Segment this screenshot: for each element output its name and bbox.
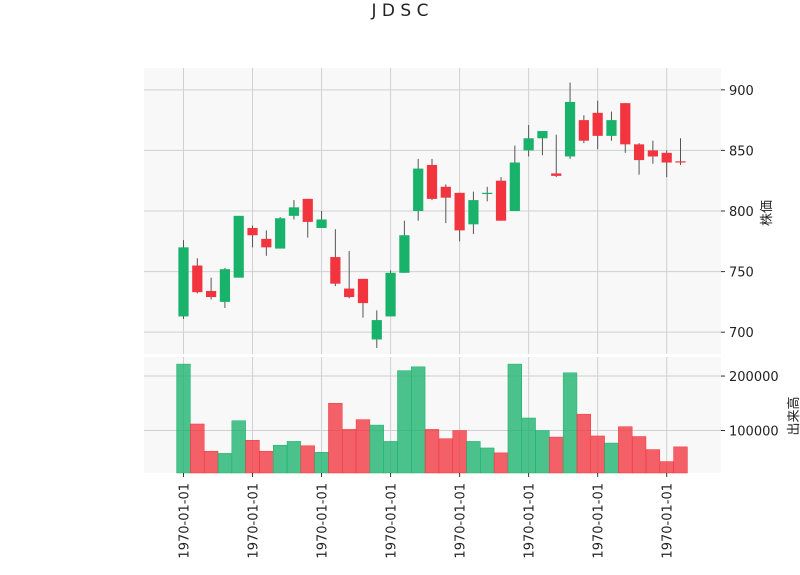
candle-body <box>495 180 507 221</box>
volume-bar <box>604 442 619 474</box>
volume-bar <box>645 449 661 474</box>
volume-bars <box>176 363 688 474</box>
volume-bar <box>507 363 522 474</box>
candle-body <box>454 192 465 231</box>
volume-bar <box>369 424 384 474</box>
volume-bar <box>190 423 205 474</box>
candle-body <box>357 278 369 304</box>
volume-bar <box>424 429 440 474</box>
volume-bar <box>286 441 302 474</box>
volume-bar <box>562 372 578 474</box>
volume-bar <box>438 438 453 474</box>
candle-body <box>537 131 548 139</box>
volume-bar <box>300 445 315 474</box>
volume-bar <box>521 417 536 474</box>
volume-bar <box>397 370 412 474</box>
candle-body <box>578 120 589 141</box>
candle-body <box>551 173 562 176</box>
candle-body <box>206 290 217 298</box>
candle-body <box>233 215 244 278</box>
candle-body <box>302 198 313 222</box>
x-tick-label: 1970-01-01 <box>247 483 262 559</box>
candle-body <box>620 103 631 145</box>
x-tick-label: 1970-01-01 <box>454 483 469 559</box>
price-tick-label: 700 <box>729 326 754 341</box>
candle-body <box>426 164 438 199</box>
candle-body <box>261 238 272 248</box>
candle-body <box>288 207 300 216</box>
volume-bar <box>383 441 398 474</box>
volume-tick-label: 100000 <box>729 425 779 440</box>
candle-body <box>482 192 493 195</box>
candle-body <box>675 161 686 163</box>
volume-bar <box>328 403 343 474</box>
candle-body <box>592 112 603 136</box>
candle-body <box>178 247 189 317</box>
candle-body <box>344 288 355 298</box>
volume-bar <box>355 419 371 474</box>
candle-body <box>509 162 520 211</box>
candle-body <box>661 152 672 163</box>
volume-bar <box>673 446 688 474</box>
volume-bar <box>480 447 495 474</box>
x-tick-label: 1970-01-01 <box>385 483 400 559</box>
volume-bar <box>272 444 288 474</box>
volume-bar <box>549 436 564 474</box>
price-tick-label: 900 <box>729 84 754 99</box>
x-tick-label: 1970-01-01 <box>592 483 607 559</box>
candle-body <box>468 200 479 225</box>
volume-bar <box>217 453 233 474</box>
volume-axis-label: 出来高 <box>786 396 800 435</box>
volume-bar <box>590 435 605 474</box>
x-tick-label: 1970-01-01 <box>316 483 331 559</box>
candlesticks <box>178 82 686 348</box>
x-axis-ticks: 1970-01-01 1970-01-01 1970-01-01 1970-01-01… <box>178 473 676 559</box>
candle-body <box>647 150 658 157</box>
volume-bar <box>576 413 592 474</box>
candle-body <box>192 265 203 293</box>
candle-body <box>564 101 576 157</box>
volume-bar <box>466 441 481 474</box>
volume-bar <box>535 430 550 474</box>
volume-bar <box>452 430 467 474</box>
x-tick-label: 1970-01-01 <box>523 483 538 559</box>
volume-bar <box>231 420 246 474</box>
candle-body <box>440 186 451 198</box>
candle-body <box>385 272 396 317</box>
x-tick-label: 1970-01-01 <box>661 483 676 559</box>
volume-bar <box>659 461 674 474</box>
price-tick-label: 750 <box>729 266 754 281</box>
candle-body <box>606 120 617 136</box>
volume-axis-ticks: 100000 200000 <box>721 370 779 440</box>
chart-title: J D S C <box>371 1 429 21</box>
candle-body <box>247 227 258 236</box>
volume-bar <box>245 440 260 474</box>
candle-body <box>633 144 645 161</box>
volume-bar <box>631 436 647 474</box>
volume-bar <box>314 452 329 474</box>
volume-bar <box>411 366 426 474</box>
volume-bar <box>259 450 274 474</box>
x-tick-label: 1970-01-01 <box>178 483 193 559</box>
price-axis-ticks: 700 750 800 850 900 <box>721 84 754 341</box>
volume-bar <box>493 452 509 474</box>
volume-bar <box>203 450 219 474</box>
candle-body <box>399 235 410 273</box>
volume-tick-label: 200000 <box>729 370 779 385</box>
candle-body <box>371 320 382 340</box>
price-tick-label: 800 <box>729 205 754 220</box>
candle-body <box>523 138 534 151</box>
volume-bar <box>342 429 357 474</box>
price-tick-label: 850 <box>729 144 754 159</box>
candle-body <box>316 219 327 228</box>
candle-body <box>219 269 231 302</box>
volume-bar <box>176 363 191 474</box>
volume-bar <box>618 426 633 474</box>
price-axis-label: 株価 <box>760 200 775 226</box>
candle-body <box>275 218 286 249</box>
candle-body <box>330 257 341 284</box>
candle-body <box>413 168 424 211</box>
